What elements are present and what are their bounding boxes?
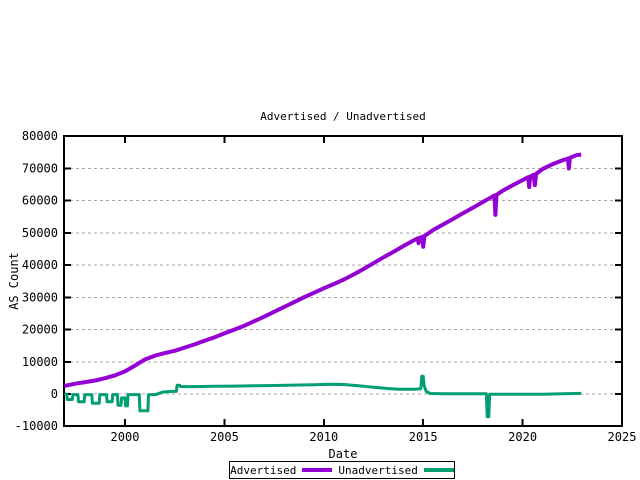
y-tick-label-60000: 60000 <box>22 194 58 208</box>
y-tick-label-10000: 10000 <box>22 355 58 369</box>
y-tick-label-70000: 70000 <box>22 161 58 175</box>
legend-line-sample-unadvertised <box>423 468 454 472</box>
y-tick-label-80000: 80000 <box>22 129 58 143</box>
legend-line-sample-advertised <box>302 468 333 472</box>
y-tick-label-40000: 40000 <box>22 258 58 272</box>
y-tick-label-20000: 20000 <box>22 323 58 337</box>
legend-label-unadvertised: Unadvertised <box>338 463 418 477</box>
y-tick-label-50000: 50000 <box>22 226 58 240</box>
chart-title: Advertised / Unadvertised <box>260 110 426 123</box>
x-tick-label-2005: 2005 <box>210 430 239 444</box>
y-tick-label--10000: -10000 <box>15 419 58 433</box>
x-tick-label-2025: 2025 <box>608 430 637 444</box>
x-axis-title: Date <box>328 447 358 461</box>
y-tick-label-0: 0 <box>51 387 58 401</box>
legend-box: Advertised Unadvertised <box>229 461 455 479</box>
legend-label-advertised: Advertised <box>230 463 297 477</box>
advertised-line <box>64 152 582 388</box>
y-tick-label-30000: 30000 <box>22 290 58 304</box>
x-tick-label-2015: 2015 <box>409 430 438 444</box>
x-tick-label-2010: 2010 <box>309 430 338 444</box>
plot-border <box>63 135 623 428</box>
x-tick-label-2000: 2000 <box>111 430 140 444</box>
unadvertised-line <box>63 374 582 419</box>
x-tick-label-2020: 2020 <box>508 430 537 444</box>
